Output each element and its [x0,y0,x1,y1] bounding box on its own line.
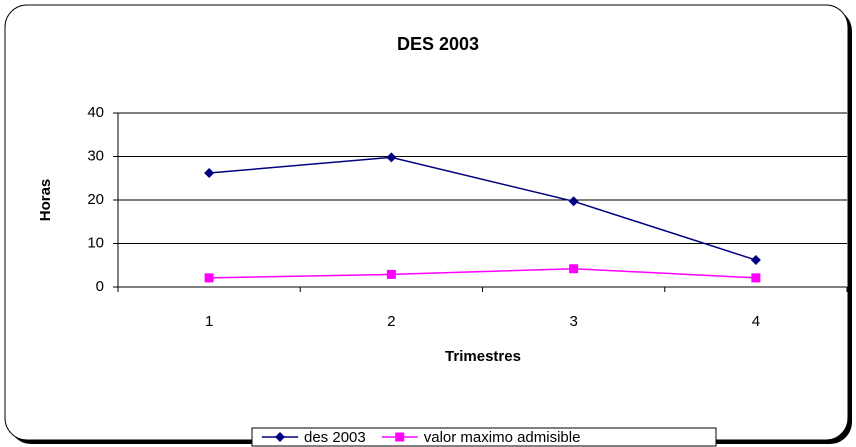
chart-title: DES 2003 [397,34,479,54]
marker [386,269,396,279]
x-tick-label: 3 [569,313,577,330]
x-tick-label: 1 [205,313,213,330]
y-tick-label: 40 [87,104,104,121]
legend-label: des 2003 [304,429,366,446]
legend-label: valor maximo admisible [424,429,581,446]
marker [275,432,285,442]
y-tick-label: 10 [87,234,104,251]
legend-frame [251,427,717,447]
marker [569,264,579,274]
x-tick-label: 4 [752,313,760,330]
legend: des 2003 valor maximo admisible [251,427,717,447]
y-tick-label: 20 [87,191,104,208]
y-tick-label: 30 [87,147,104,164]
marker [395,432,405,442]
marker [750,255,761,266]
series-line [209,267,756,279]
marker [204,273,214,283]
marker [386,152,397,163]
marker [751,273,761,283]
marker [568,196,579,207]
y-axis-label: Horas [37,179,54,222]
y-tick-label: 0 [96,278,104,295]
x-tick-label: 2 [387,313,395,330]
marker [204,168,215,179]
x-axis-label: Trimestres [445,348,521,365]
chart-frame [4,4,849,441]
series-line [209,156,757,261]
